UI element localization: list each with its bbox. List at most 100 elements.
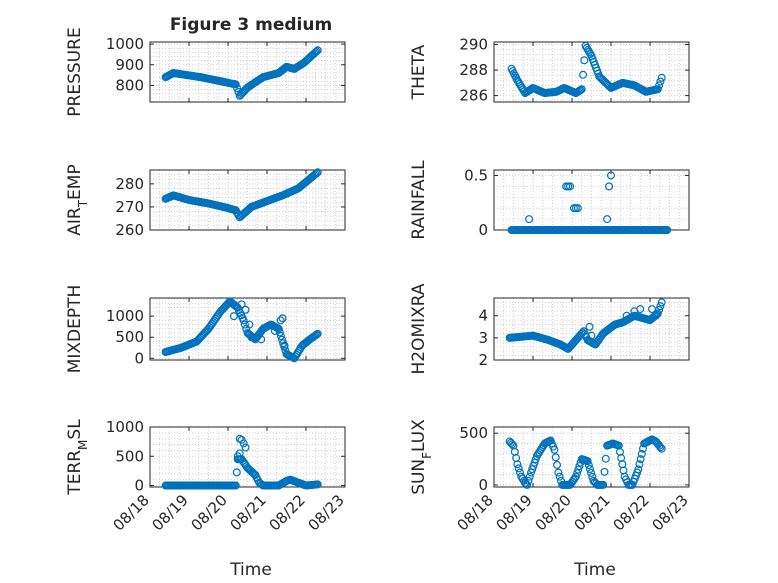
data-point [657,444,666,453]
axes-box [493,426,690,488]
data-point [571,472,580,481]
subplot-4: 0 0.5 RAINFALL [409,160,690,240]
data-point [605,182,614,191]
data-point [311,48,320,57]
data-point [241,443,250,452]
y-tick-label: 1000 [106,307,144,325]
data-point [551,453,560,462]
subplot-1: 800 900 1000 PRESSURE [65,27,346,117]
data-point [566,182,575,191]
data-point [241,305,250,314]
data-point [312,47,321,56]
data-point [653,309,662,318]
data-point [580,56,589,65]
data-point [524,476,533,485]
y-tick-label: 290 [459,36,488,54]
data-point [554,468,563,477]
axes-box [149,297,346,361]
data-point [239,316,248,325]
y-axis-label: H2OMIXRA [409,283,429,374]
data-point [622,311,631,320]
figure-title: Figure 3 medium [170,15,332,35]
data-point [585,322,594,331]
subplot-2: 286 288 290 THETA [409,36,690,105]
data-point [312,330,321,339]
data-point [245,320,254,329]
axes-box [493,297,690,361]
y-tick-label: 0 [478,221,488,239]
data-point [229,312,238,321]
data-point [634,465,643,474]
data-point [553,460,562,469]
data-point [657,298,666,307]
grid [149,426,346,487]
axes-box [149,426,346,488]
y-tick-label: 0 [478,476,488,494]
data-point [312,169,321,178]
data-point [237,300,246,309]
y-tick-label: 286 [459,87,488,105]
data-point [235,434,244,443]
data-point [555,472,564,481]
data-point [585,465,594,474]
y-tick-label: 288 [459,61,488,79]
data-point [573,469,582,478]
y-tick-label: 900 [115,56,144,74]
data-point [313,480,322,489]
data-point [247,333,256,342]
data-point [523,480,532,489]
data-point [276,316,285,325]
data-point [636,455,645,464]
data-point [513,460,522,469]
data-point [240,320,249,329]
series-markers [505,435,666,489]
axes-box [493,41,690,103]
data-point [576,85,585,94]
y-axis-label: PRESSURE [65,27,85,116]
data-point [550,445,559,454]
y-tick-label: 3 [478,329,488,347]
data-point [663,226,672,235]
data-point [525,215,534,224]
data-point [274,324,283,333]
data-point [231,80,240,89]
data-point [313,329,322,338]
data-point [313,46,322,55]
series-markers [507,171,672,235]
right-column-xlabel: Time [573,560,616,580]
data-point [231,481,240,490]
y-tick-label: 2 [478,351,488,369]
data-point [587,468,596,477]
data-point [275,328,284,337]
data-point [606,171,615,180]
data-point [651,311,660,320]
subplot-3: 260 270 280 AIRTEMP [65,164,346,239]
y-tick-label: 0.5 [464,166,488,184]
y-tick-label: 4 [478,307,488,325]
data-point [311,331,320,340]
data-point [599,480,608,489]
data-point [587,331,596,340]
y-tick-label: 500 [115,328,144,346]
left-column-xlabel: Time [229,560,272,580]
data-point [601,454,610,463]
data-point [257,335,266,344]
data-point [575,462,584,471]
y-axis-label: THETA [409,44,429,100]
data-point [655,81,664,90]
data-point [656,443,665,452]
series-markers [507,41,666,98]
data-point [656,77,665,86]
data-point [525,472,534,481]
data-point [232,468,241,477]
series-markers [161,46,322,100]
y-tick-label: 500 [459,424,488,442]
series-markers [161,297,322,363]
subplot-6: 2 3 4 H2OMIXRA [409,283,690,375]
y-axis-label: RAINFALL [409,160,429,240]
data-point [239,439,248,448]
data-point [573,204,582,213]
series-markers [505,298,666,353]
y-axis-label: AIRTEMP [65,164,90,235]
